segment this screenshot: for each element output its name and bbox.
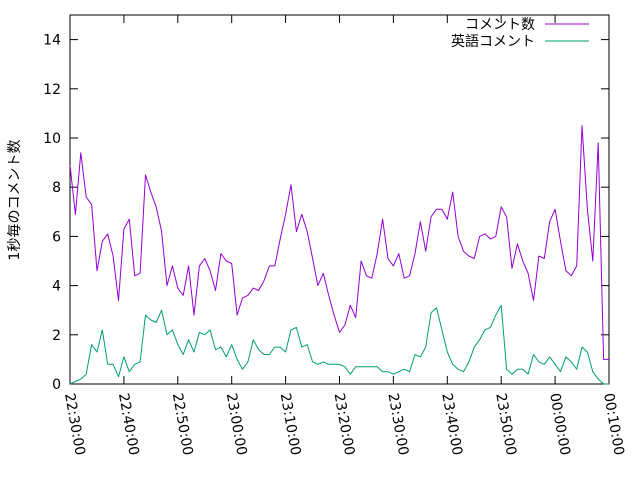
legend-label: コメント数 <box>465 17 535 33</box>
y-tick-label: 2 <box>52 328 61 344</box>
x-tick-label: 23:50:00 <box>492 392 519 457</box>
x-tick-label: 00:10:00 <box>600 392 627 457</box>
y-tick-label: 10 <box>43 131 61 147</box>
x-tick-label: 23:20:00 <box>331 392 358 457</box>
legend-label: 英語コメント <box>451 33 535 50</box>
x-tick-label: 22:30:00 <box>61 392 88 457</box>
x-tick-label: 22:40:00 <box>115 392 142 457</box>
y-tick-label: 6 <box>52 229 61 245</box>
y-axis-label: 1秒毎のコメント数 <box>7 140 23 261</box>
series-lines <box>69 125 609 385</box>
y-tick-label: 14 <box>43 33 61 49</box>
x-tick-label: 22:50:00 <box>169 392 196 457</box>
plot-border <box>69 14 610 385</box>
x-tick-label: 23:10:00 <box>277 392 304 457</box>
series-line-1 <box>69 125 609 360</box>
x-tick-label: 23:00:00 <box>223 392 250 457</box>
series-line-2 <box>69 304 609 385</box>
x-tick-label: 00:00:00 <box>546 392 573 457</box>
x-tick-label: 23:30:00 <box>384 392 411 457</box>
x-tick-label: 23:40:00 <box>438 392 465 457</box>
x-axis: 22:30:00 22:40:00 22:50:00 23:00:00 23:10:00… <box>61 15 627 457</box>
y-axis: 0 2 4 6 8 10 12 14 <box>43 33 609 393</box>
plot-area <box>69 14 610 385</box>
y-tick-label: 0 <box>52 377 61 393</box>
y-tick-label: 4 <box>52 279 61 295</box>
y-tick-label: 12 <box>43 82 61 98</box>
y-tick-label: 8 <box>52 180 61 196</box>
